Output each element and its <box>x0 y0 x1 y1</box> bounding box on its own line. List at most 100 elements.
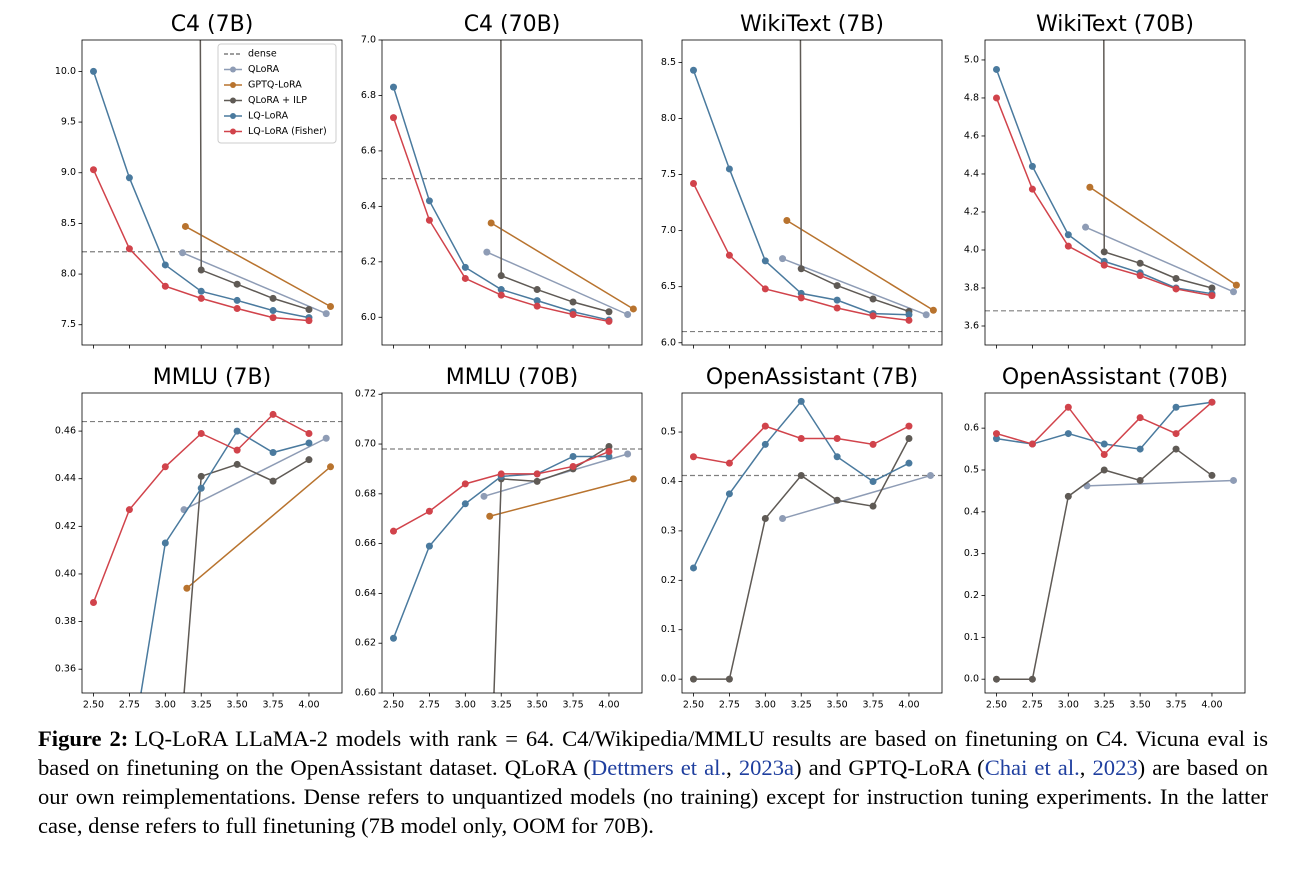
series-line <box>490 222 634 310</box>
y-tick-label: 0.38 <box>55 616 76 627</box>
point <box>233 446 241 454</box>
point <box>1172 403 1180 411</box>
y-tick-label: 6.5 <box>661 281 676 292</box>
point <box>233 296 241 304</box>
x-tick-label: 3.25 <box>791 700 812 711</box>
point <box>1082 223 1090 231</box>
y-tick-label: 10.0 <box>55 66 76 77</box>
citation-link[interactable]: Dettmers et al. <box>590 755 727 780</box>
y-tick-label: 4.2 <box>964 206 979 217</box>
y-tick-label: 0.6 <box>964 423 979 434</box>
point <box>497 286 505 294</box>
series-line <box>1085 226 1234 293</box>
point <box>389 527 397 535</box>
citation-link[interactable]: Chai et al. <box>984 755 1080 780</box>
citation-link[interactable]: 2023 <box>1092 755 1138 780</box>
y-tick-label: 8.0 <box>661 113 676 124</box>
point <box>389 634 397 642</box>
point <box>761 515 769 523</box>
point <box>869 312 877 320</box>
point <box>1100 440 1108 448</box>
point <box>161 282 169 290</box>
point <box>461 274 469 282</box>
point <box>624 450 632 458</box>
point <box>569 452 577 460</box>
point <box>833 296 841 304</box>
y-tick-label: 6.0 <box>361 312 376 323</box>
point <box>779 515 787 523</box>
point <box>761 257 769 265</box>
point <box>725 675 733 683</box>
point <box>833 282 841 290</box>
point <box>605 452 613 460</box>
axes-frame <box>681 39 943 346</box>
series-line <box>183 437 327 511</box>
series-line <box>185 225 331 308</box>
caption-text: ) are based on our own reimplementations… <box>38 755 1269 838</box>
y-tick-label: 0.60 <box>355 688 376 699</box>
legend-label: LQ-LoRA <box>248 111 289 122</box>
x-tick-label: 2.75 <box>1022 700 1043 711</box>
point <box>929 306 937 314</box>
y-tick-label: 0.4 <box>661 476 676 487</box>
legend-marker <box>230 128 236 135</box>
point <box>197 287 205 295</box>
point <box>322 310 330 318</box>
point <box>327 463 335 471</box>
x-tick-label: 4.00 <box>598 700 619 711</box>
y-tick-label: 0.64 <box>355 588 376 599</box>
point <box>1172 285 1180 293</box>
y-tick-label: 7.5 <box>61 319 76 330</box>
axes-frame <box>681 392 943 694</box>
y-tick-label: 0.40 <box>55 568 76 579</box>
point <box>761 440 769 448</box>
point <box>305 439 313 447</box>
panel: MMLU (7B) 0.36 0.38 0.40 0.42 0.44 0.46 2.50 2.7… <box>55 365 343 711</box>
series-line <box>996 448 1213 680</box>
point <box>533 477 541 485</box>
series-line <box>786 219 934 311</box>
point <box>725 459 733 467</box>
point <box>605 448 613 456</box>
y-tick-label: 0.4 <box>964 506 979 517</box>
point <box>181 222 189 230</box>
y-tick-label: 8.5 <box>661 57 676 68</box>
point <box>569 462 577 470</box>
x-tick-label: 4.00 <box>1201 700 1222 711</box>
point <box>1172 445 1180 453</box>
citation-link[interactable]: 2023a <box>738 755 795 780</box>
legend-box <box>217 43 337 144</box>
point <box>869 477 877 485</box>
y-tick-label: 4.6 <box>964 130 979 141</box>
y-tick-label: 0.0 <box>964 674 979 685</box>
point <box>497 291 505 299</box>
y-tick-label: 0.70 <box>355 439 376 450</box>
point <box>89 67 97 75</box>
point <box>269 449 277 457</box>
y-tick-label: 0.0 <box>661 674 676 685</box>
y-tick-label: 8.5 <box>61 218 76 229</box>
x-tick-label: 3.25 <box>1094 700 1115 711</box>
point <box>497 470 505 478</box>
y-tick-label: 0.68 <box>355 488 376 499</box>
panel: WikiText (70B) 3.6 3.8 4.0 4.2 4.4 4.6 4.8 5.0 <box>964 12 1246 349</box>
point <box>233 460 241 468</box>
point <box>992 675 1000 683</box>
panel: C4 (70B) 6.0 6.2 6.4 6.6 6.8 7.0 <box>361 12 643 349</box>
point <box>869 295 877 303</box>
x-tick-label: 3.00 <box>1058 700 1079 711</box>
point <box>725 251 733 259</box>
point <box>1208 284 1216 292</box>
point <box>533 286 541 294</box>
point <box>1230 288 1238 296</box>
x-tick-label: 3.50 <box>827 700 848 711</box>
y-tick-label: 0.5 <box>964 464 979 475</box>
y-tick-label: 6.8 <box>361 90 376 101</box>
y-tick-label: 0.44 <box>55 473 76 484</box>
point <box>389 83 397 91</box>
point <box>233 280 241 288</box>
x-tick-label: 3.75 <box>262 700 283 711</box>
point <box>833 496 841 504</box>
x-tick-label: 3.75 <box>862 700 883 711</box>
